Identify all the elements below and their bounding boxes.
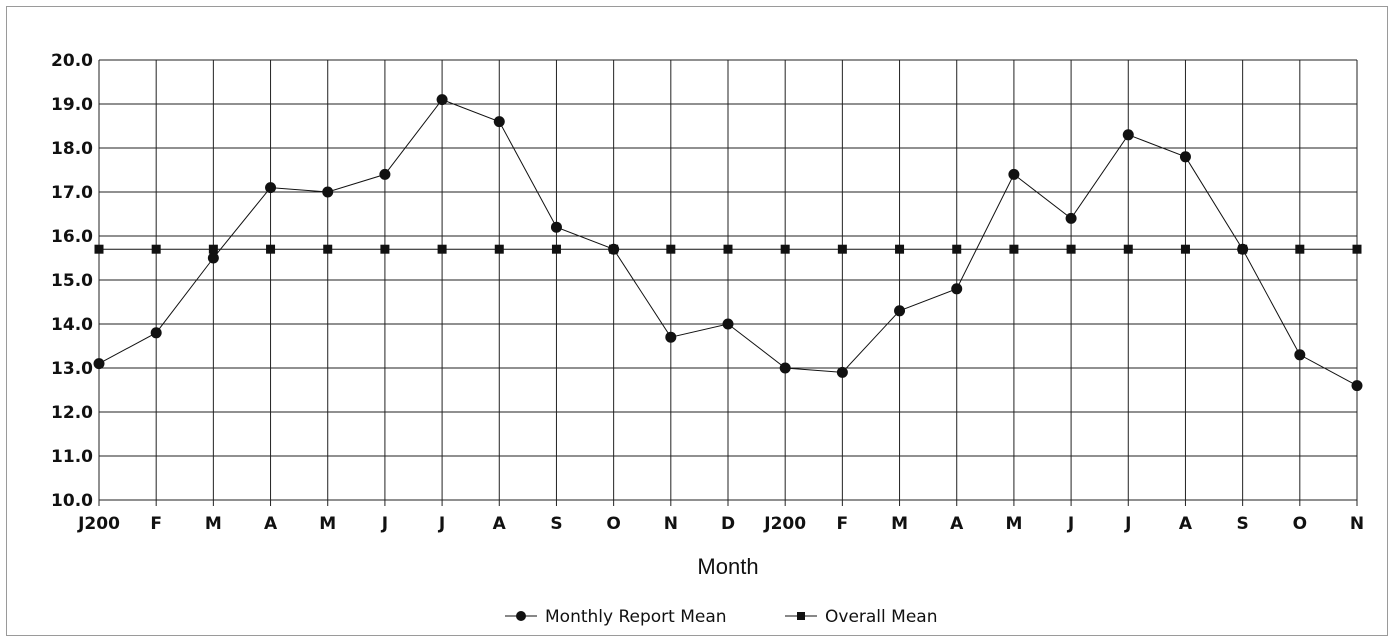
data-point (1122, 129, 1134, 141)
y-tick-label: 13.0 (51, 359, 93, 379)
data-point (722, 318, 734, 330)
data-point (493, 116, 505, 128)
data-point (723, 244, 733, 254)
x-tick-label: J (1124, 514, 1131, 534)
data-point (1295, 244, 1305, 254)
x-tick-label: A (264, 514, 278, 534)
x-tick-label: M (1005, 514, 1022, 534)
x-tick-label: D (721, 514, 735, 534)
x-axis-title: Month (697, 554, 758, 579)
data-point (1009, 244, 1019, 254)
data-point (894, 305, 906, 317)
x-tick-label: J (438, 514, 445, 534)
x-tick-label: A (950, 514, 964, 534)
x-tick-label: A (1179, 514, 1193, 534)
data-point (379, 168, 391, 180)
data-point (1180, 244, 1190, 254)
data-point (551, 244, 561, 254)
y-tick-label: 18.0 (51, 139, 93, 159)
data-point (1294, 349, 1306, 361)
x-tick-labels: J200 F M A M J J A S O N D J200 F M A M J J A S O N (77, 514, 1364, 534)
x-tick-label: O (606, 514, 620, 534)
x-tick-label: J (381, 514, 388, 534)
x-tick-label: N (664, 514, 678, 534)
data-point (1238, 244, 1248, 254)
chart-frame (6, 6, 1388, 636)
x-tick-label: N (1350, 514, 1364, 534)
data-point (150, 327, 162, 339)
y-tick-label: 17.0 (51, 183, 93, 203)
data-point (494, 244, 504, 254)
x-tick-label: F (150, 514, 162, 534)
x-tick-label: F (837, 514, 849, 534)
data-point (94, 244, 104, 254)
x-tick-label: J200 (763, 514, 806, 534)
data-point (665, 331, 677, 343)
data-point (151, 244, 161, 254)
data-point (208, 244, 218, 254)
data-point (779, 362, 791, 374)
x-tick-label: O (1293, 514, 1307, 534)
data-point (1065, 212, 1077, 224)
data-point (1351, 380, 1363, 392)
data-point (266, 244, 276, 254)
data-point (952, 244, 962, 254)
data-point (837, 244, 847, 254)
data-point (1179, 151, 1191, 163)
y-tick-label: 19.0 (51, 95, 93, 115)
data-point (666, 244, 676, 254)
y-tick-label: 14.0 (51, 315, 93, 335)
data-point (609, 244, 619, 254)
x-tick-label: J (1067, 514, 1074, 534)
legend: Monthly Report Mean Overall Mean (505, 607, 937, 627)
x-tick-label: J200 (77, 514, 120, 534)
data-point (780, 244, 790, 254)
data-point (951, 283, 963, 295)
y-tick-label: 12.0 (51, 403, 93, 423)
legend-label: Overall Mean (825, 607, 937, 627)
data-point (437, 244, 447, 254)
data-point (1008, 168, 1020, 180)
x-tick-label: M (205, 514, 222, 534)
data-point (207, 252, 219, 264)
data-point (322, 186, 334, 198)
data-point (1352, 244, 1362, 254)
x-tick-label: M (891, 514, 908, 534)
data-point (323, 244, 333, 254)
x-tick-label: S (550, 514, 562, 534)
data-point (1123, 244, 1133, 254)
data-point (436, 94, 448, 106)
y-tick-label: 20.0 (51, 51, 93, 71)
data-point (380, 244, 390, 254)
legend-marker (797, 612, 805, 620)
grid (98, 59, 1358, 506)
data-point (1066, 244, 1076, 254)
legend-label: Monthly Report Mean (545, 607, 727, 627)
series-group (93, 94, 1363, 392)
x-tick-label: M (319, 514, 336, 534)
data-point (895, 244, 905, 254)
x-tick-label: S (1237, 514, 1249, 534)
legend-marker (516, 611, 526, 621)
y-tick-label: 15.0 (51, 271, 93, 291)
data-point (93, 358, 105, 370)
y-tick-label: 11.0 (51, 447, 93, 467)
data-point (265, 182, 277, 194)
y-tick-labels: 10.0 11.0 12.0 13.0 14.0 15.0 16.0 17.0 18.0 19.0… (51, 51, 93, 511)
y-tick-label: 10.0 (51, 491, 93, 511)
x-tick-label: A (493, 514, 507, 534)
data-point (550, 221, 562, 233)
data-point (836, 366, 848, 378)
y-tick-label: 16.0 (51, 227, 93, 247)
